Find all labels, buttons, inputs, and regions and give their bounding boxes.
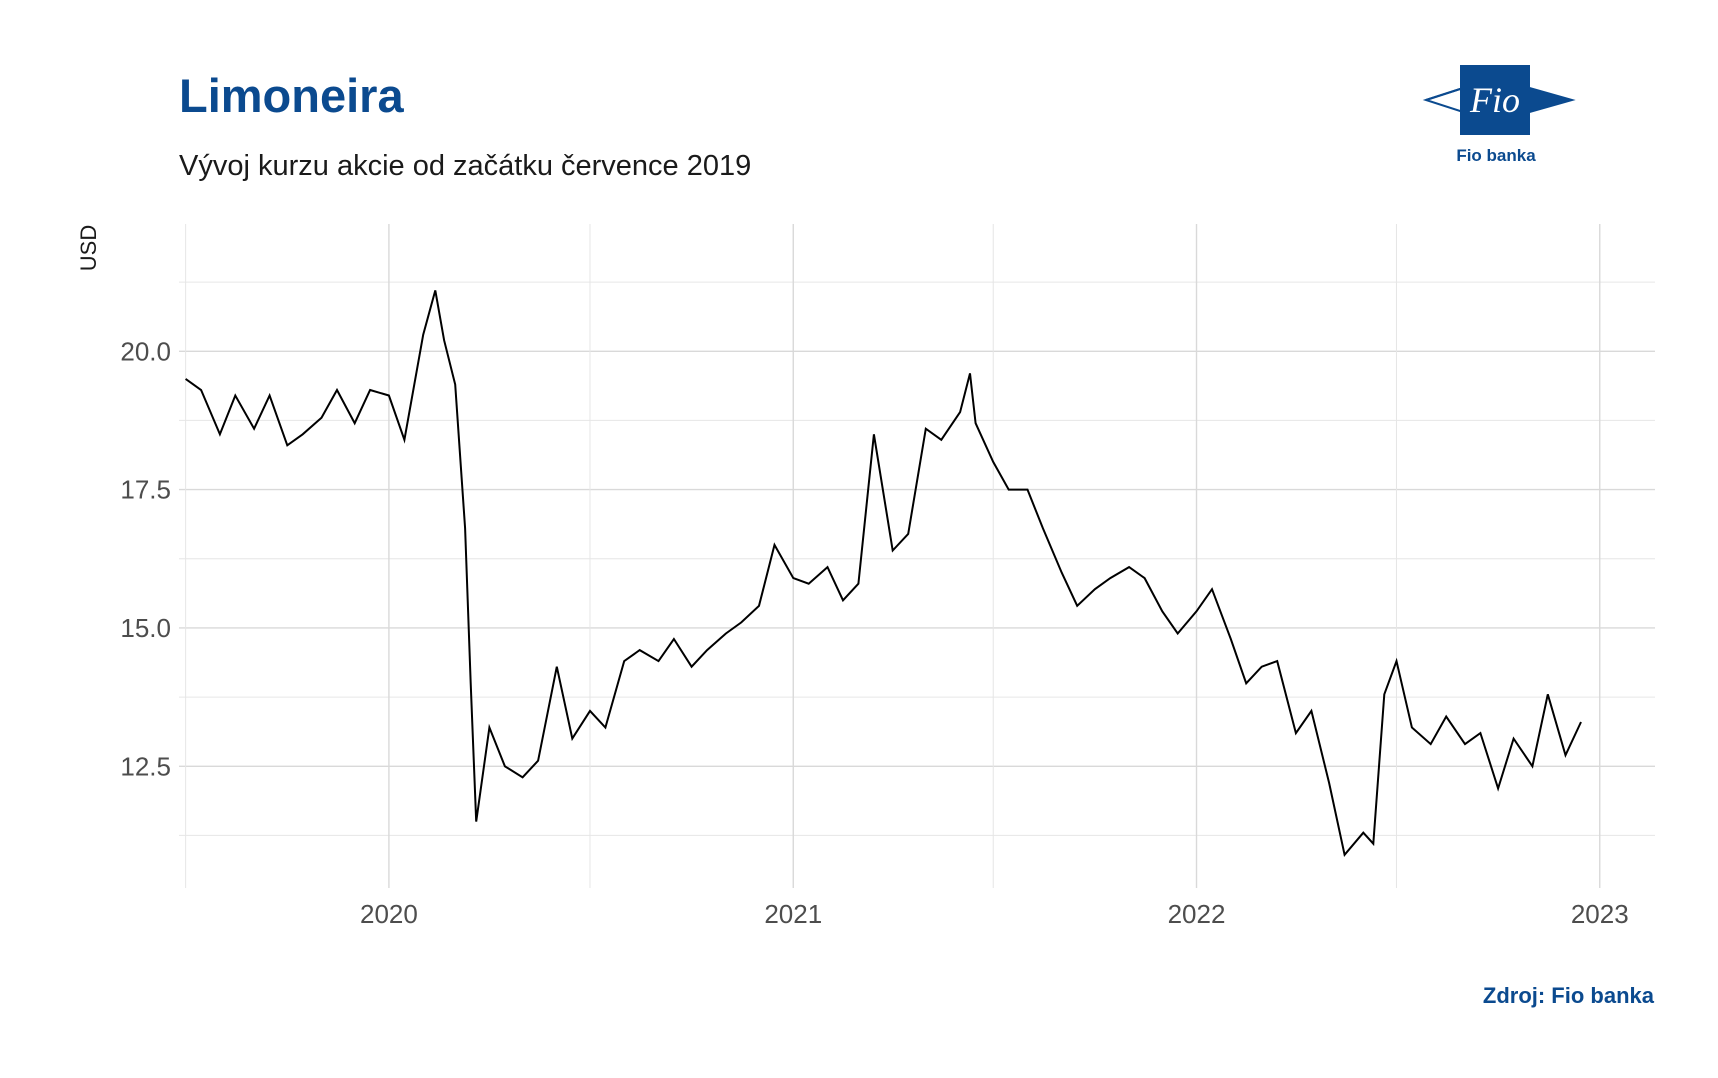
chart-subtitle: Vývoj kurzu akcie od začátku července 20… [179,150,752,182]
price-series-line [185,290,1582,857]
chart-title: Limoneira [179,69,404,122]
logo-mark-text: Fio [1469,80,1520,120]
x-tick-label: 2021 [764,899,822,929]
x-tick-label: 2022 [1168,899,1226,929]
x-axis-ticks: 2020 2021 2022 2023 [360,899,1629,929]
line-chart: 12.5 15.0 17.5 20.0 2020 2021 2022 2023 USD [76,224,1655,929]
y-axis-ticks: 12.5 15.0 17.5 20.0 [120,336,171,781]
fio-logo-mark-icon: Fio [1422,65,1576,135]
grid [179,224,1655,888]
y-tick-label: 15.0 [120,613,171,643]
y-axis-title: USD [76,225,101,271]
x-tick-label: 2020 [360,899,418,929]
x-tick-label: 2023 [1571,899,1629,929]
y-tick-label: 12.5 [120,751,171,781]
y-tick-label: 20.0 [120,336,171,366]
fio-banka-logo: Fio Fio banka [1420,60,1580,170]
source-note: Zdroj: Fio banka [1482,983,1654,1008]
logo-caption: Fio banka [1456,146,1536,165]
y-tick-label: 17.5 [120,475,171,505]
